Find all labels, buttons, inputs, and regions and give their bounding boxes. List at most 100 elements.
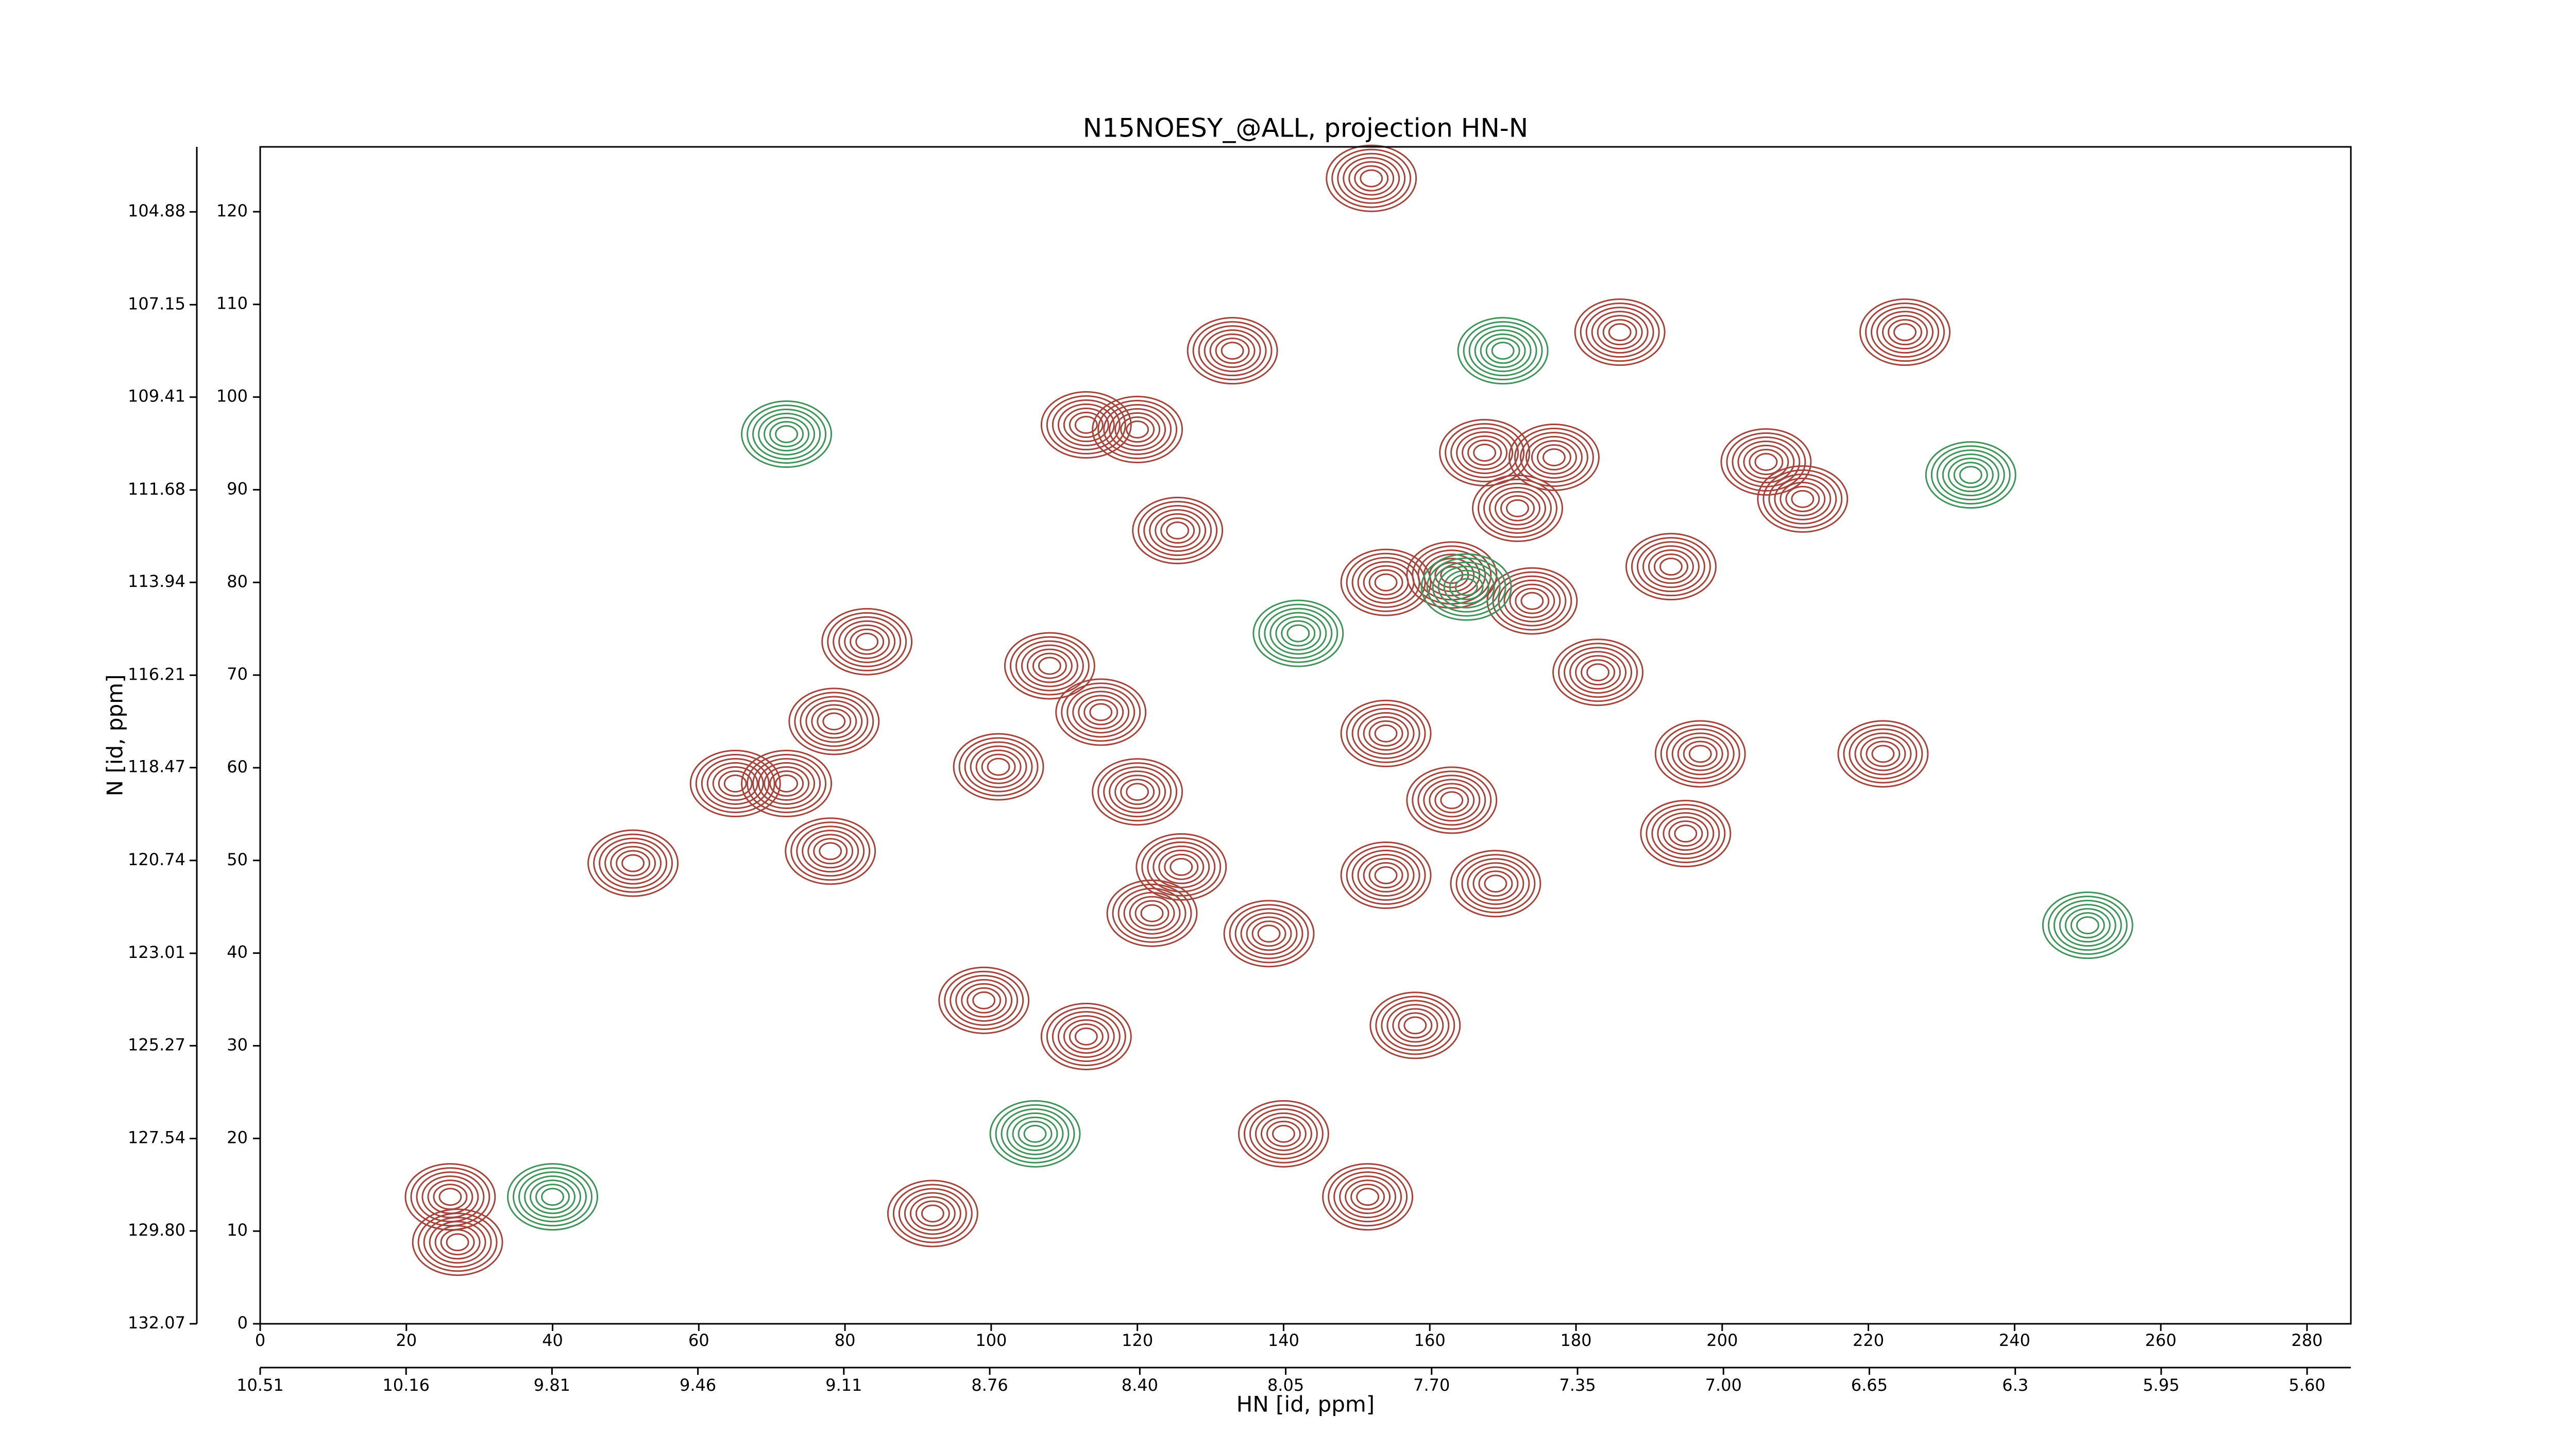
contour-level xyxy=(1106,879,1198,947)
contour-level xyxy=(785,817,876,885)
contour-level xyxy=(1580,302,1660,362)
contour-level xyxy=(1132,497,1224,565)
contour-level xyxy=(1780,481,1826,516)
x-tick-label: 220 xyxy=(1853,1330,1884,1350)
y2-tick-label: 107.15 xyxy=(128,294,185,313)
contour-level xyxy=(1339,1175,1397,1219)
contour-level xyxy=(921,1204,944,1223)
contour-level xyxy=(1536,444,1571,470)
contour-level xyxy=(796,825,865,877)
contour-level xyxy=(1046,1006,1126,1066)
x2-tick-label: 8.40 xyxy=(1122,1375,1158,1395)
contour-level xyxy=(790,821,871,881)
contour-level xyxy=(1602,319,1637,346)
x2-tick-label: 9.11 xyxy=(825,1375,862,1395)
contour-level xyxy=(758,413,816,456)
contour-level xyxy=(1585,307,1654,358)
contour-level xyxy=(1129,896,1175,931)
contour-level xyxy=(1170,857,1193,876)
contour-level xyxy=(1942,453,1999,497)
contour-level xyxy=(1215,338,1250,364)
contour-level xyxy=(1480,333,1526,368)
x-tick-label: 200 xyxy=(1706,1330,1738,1350)
contour-level xyxy=(1126,783,1149,801)
contour-level xyxy=(1564,647,1633,698)
contour-level xyxy=(817,708,852,735)
y-axis-label: N [id, ppm] xyxy=(103,675,128,797)
contour-level xyxy=(1768,473,1837,525)
contour-level xyxy=(412,1208,503,1276)
contour-level xyxy=(1350,1184,1385,1210)
contour-level xyxy=(1474,329,1532,373)
contour-level xyxy=(1468,325,1537,377)
contour-level xyxy=(955,979,1013,1022)
contour-level xyxy=(1155,513,1201,548)
contour-level xyxy=(701,758,770,810)
contour-level xyxy=(1749,448,1784,475)
contour-level xyxy=(1109,408,1166,451)
contour-level xyxy=(535,1184,570,1210)
contour-level xyxy=(958,737,1039,797)
contour-level xyxy=(1340,699,1432,767)
contour-level xyxy=(1434,787,1469,814)
contour-level xyxy=(1354,165,1389,192)
contour-level xyxy=(1663,816,1709,851)
contour-level xyxy=(1114,412,1161,447)
contour-level xyxy=(1455,854,1536,914)
contour-level xyxy=(989,1100,1081,1168)
contour-level xyxy=(1515,587,1550,614)
contour-level xyxy=(1026,648,1073,683)
contour-level xyxy=(1651,808,1720,860)
contour-level xyxy=(1381,1000,1450,1051)
contour-level xyxy=(1586,663,1610,682)
contour-level xyxy=(938,966,1030,1034)
contour-level xyxy=(1569,651,1627,694)
contour-level xyxy=(1671,732,1729,776)
contour-level xyxy=(2042,891,2133,959)
contour-level xyxy=(1423,779,1481,822)
contour-level xyxy=(1134,900,1170,926)
contour-level xyxy=(1514,427,1594,487)
x2-tick-label: 7.00 xyxy=(1705,1375,1742,1395)
contour-level xyxy=(1363,565,1409,600)
contour-level xyxy=(1120,416,1155,443)
contour-level xyxy=(819,842,842,861)
contour-level xyxy=(898,1188,967,1239)
contour-level xyxy=(1893,323,1917,342)
contour-level xyxy=(827,612,907,671)
contour-level xyxy=(909,1196,956,1231)
contour-level xyxy=(1443,569,1489,604)
contour-level xyxy=(1351,707,1420,759)
contour-level xyxy=(1103,404,1172,456)
contour-level xyxy=(802,830,859,873)
contour-level xyxy=(950,974,1019,1026)
contour-level xyxy=(1498,575,1567,627)
contour-level xyxy=(1083,699,1118,726)
contour-level xyxy=(1357,561,1415,604)
contour-level xyxy=(1472,866,1519,901)
contour-level xyxy=(904,1192,961,1235)
contour-level xyxy=(1488,486,1546,530)
contour-level xyxy=(2047,896,2128,955)
contour-level xyxy=(1021,644,1078,687)
contour-level xyxy=(972,991,996,1009)
contour-level xyxy=(518,1171,587,1223)
contour-level xyxy=(1343,157,1400,200)
x-tick-label: 120 xyxy=(1122,1330,1153,1350)
contour-level xyxy=(1412,770,1492,830)
contour-level xyxy=(1038,656,1061,675)
contour-level xyxy=(1257,924,1281,943)
contour-level xyxy=(975,749,1022,784)
contour-level xyxy=(1959,466,1982,484)
contour-level xyxy=(1953,462,1988,488)
contour-level xyxy=(1275,616,1321,651)
contour-level xyxy=(800,696,869,747)
contour-level xyxy=(1346,703,1426,763)
x2-tick-label: 9.46 xyxy=(680,1375,716,1395)
contour-level xyxy=(1930,445,2011,505)
contour-level xyxy=(1112,883,1192,943)
x-tick-label: 280 xyxy=(2291,1330,2323,1350)
contour-level xyxy=(1887,319,1922,346)
contour-level xyxy=(1483,482,1552,534)
